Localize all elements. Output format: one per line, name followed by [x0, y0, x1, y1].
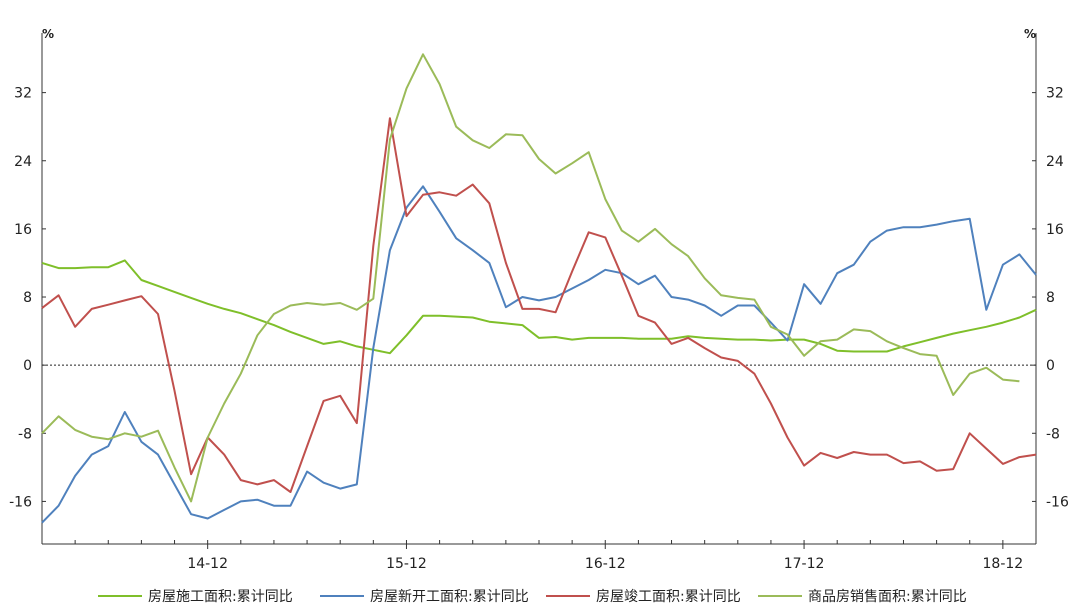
right-y-tick-label: -8 — [1046, 426, 1060, 442]
legend-swatch-construction — [98, 595, 142, 597]
chart-tick-labels: -16 -16 -8 -8 0 0 8 8 16 16 24 24 32 32 14-12 15-12 16-1… — [9, 86, 1069, 572]
left-y-tick-label: -8 — [18, 426, 32, 442]
left-y-tick-label: -16 — [9, 494, 32, 510]
right-y-tick-label: 24 — [1046, 154, 1064, 170]
chart-series — [41, 53, 1037, 524]
legend-label-new-starts: 房屋新开工面积:累计同比 — [370, 589, 529, 605]
legend-item-construction: 房屋施工面积:累计同比 — [98, 586, 293, 606]
legend-label-completions: 房屋竣工面积:累计同比 — [596, 589, 741, 605]
series-line-1 — [41, 185, 1037, 524]
legend-swatch-sales-area — [758, 595, 802, 597]
left-y-tick-label: 32 — [14, 86, 32, 102]
chart-axes — [41, 33, 1037, 549]
right-y-tick-label: 32 — [1046, 86, 1064, 102]
legend-swatch-new-starts — [320, 595, 364, 597]
line-chart: -16 -16 -8 -8 0 0 8 8 16 16 24 24 32 32 14-12 15-12 16-1… — [9, 27, 1069, 572]
left-axis-unit: % — [42, 27, 54, 41]
right-y-tick-label: 0 — [1046, 358, 1055, 374]
x-tick-label: 16-12 — [585, 556, 626, 572]
left-y-tick-label: 8 — [23, 290, 32, 306]
x-tick-label: 17-12 — [784, 556, 825, 572]
legend-label-construction: 房屋施工面积:累计同比 — [148, 589, 293, 605]
left-y-tick-label: 24 — [14, 154, 32, 170]
chart-legend: 房屋施工面积:累计同比 房屋新开工面积:累计同比 房屋竣工面积:累计同比 商品房… — [0, 586, 1080, 608]
right-y-tick-label: 8 — [1046, 290, 1055, 306]
x-tick-label: 15-12 — [386, 556, 427, 572]
right-y-tick-label: -16 — [1046, 494, 1069, 510]
legend-label-sales-area: 商品房销售面积:累计同比 — [808, 589, 967, 605]
series-line-2 — [41, 117, 1037, 493]
legend-item-completions: 房屋竣工面积:累计同比 — [546, 586, 741, 606]
left-y-tick-label: 16 — [14, 222, 32, 238]
legend-swatch-completions — [546, 595, 590, 597]
right-axis-unit: % — [1024, 27, 1036, 41]
legend-item-new-starts: 房屋新开工面积:累计同比 — [320, 586, 529, 606]
series-line-3 — [41, 53, 1020, 503]
right-y-tick-label: 16 — [1046, 222, 1064, 238]
left-y-tick-label: 0 — [23, 358, 32, 374]
series-line-0 — [41, 259, 1037, 355]
x-tick-label: 18-12 — [983, 556, 1024, 572]
x-tick-label: 14-12 — [187, 556, 228, 572]
legend-item-sales-area: 商品房销售面积:累计同比 — [758, 586, 967, 606]
